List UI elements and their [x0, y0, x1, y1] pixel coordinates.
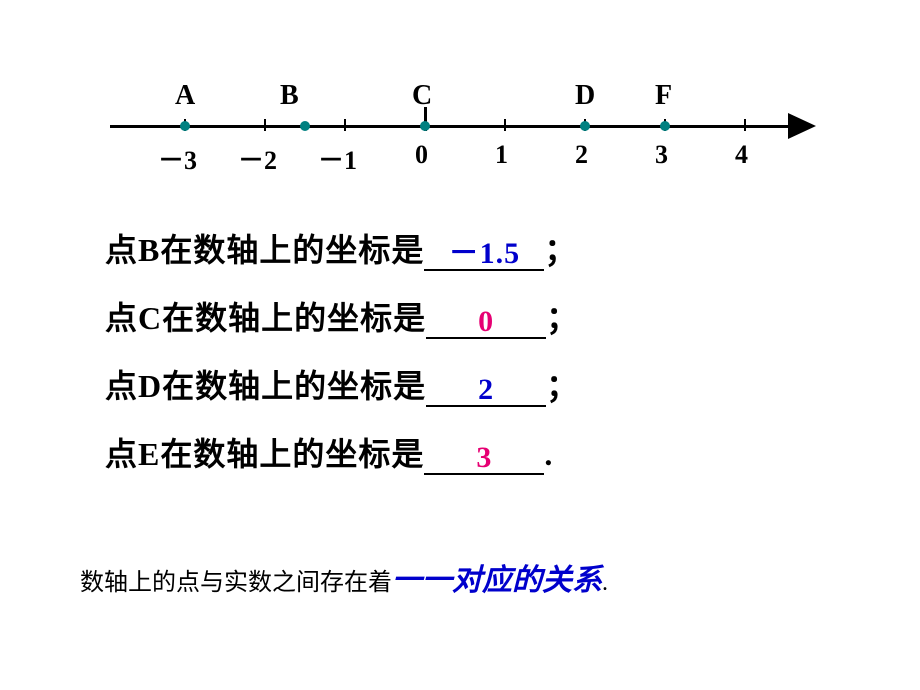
point-dot-d — [580, 121, 590, 131]
answer-value: －1.5 — [449, 237, 521, 270]
question-row: 点C在数轴上的坐标是 0 ； — [105, 293, 579, 339]
conclusion-text: 数轴上的点与实数之间存在着一一对应的关系. — [80, 555, 608, 599]
tick-label: 0 — [415, 140, 428, 170]
point-dot-f — [660, 121, 670, 131]
tick-label: 2 — [575, 140, 588, 170]
question-suffix: ； — [544, 232, 577, 268]
answer-value: 3 — [476, 441, 492, 474]
axis-arrow — [788, 113, 816, 139]
question-prefix: 点D在数轴上的坐标是 — [105, 368, 426, 404]
point-label-f: F — [655, 80, 672, 112]
question-prefix: 点E在数轴上的坐标是 — [105, 436, 424, 472]
tick — [344, 119, 346, 131]
question-suffix: ； — [546, 300, 579, 336]
point-dot-b — [300, 121, 310, 131]
question-prefix: 点B在数轴上的坐标是 — [105, 232, 424, 268]
answer-blank: 3 — [424, 437, 544, 475]
point-dot-c — [420, 121, 430, 131]
point-label-b: B — [280, 80, 299, 112]
tick-label: 1 — [495, 140, 508, 170]
question-prefix: 点C在数轴上的坐标是 — [105, 300, 426, 336]
point-label-c: C — [412, 80, 432, 112]
question-row: 点D在数轴上的坐标是 2 ； — [105, 361, 579, 407]
answer-blank: －1.5 — [424, 233, 544, 271]
tick — [744, 119, 746, 131]
tick-label: 3 — [655, 140, 668, 170]
conclusion-part2: 一一对应的关系 — [392, 564, 602, 597]
tick — [504, 119, 506, 131]
tick — [264, 119, 266, 131]
question-row: 点E在数轴上的坐标是 3. — [105, 429, 553, 475]
conclusion-part3: . — [602, 570, 608, 596]
point-dot-a — [180, 121, 190, 131]
answer-blank: 0 — [426, 301, 546, 339]
answer-value: 2 — [478, 373, 494, 406]
answer-value: 0 — [478, 305, 494, 338]
point-label-d: D — [575, 80, 595, 112]
number-line: －3 －2 －1 0 1 2 3 4 A B C D F — [0, 60, 920, 180]
tick-label: 4 — [735, 140, 748, 170]
axis-line — [110, 125, 790, 128]
question-suffix: . — [544, 436, 553, 472]
tick-label: －3 — [158, 140, 197, 177]
conclusion-part1: 数轴上的点与实数之间存在着 — [80, 570, 392, 596]
answer-blank: 2 — [426, 369, 546, 407]
point-label-a: A — [175, 80, 195, 112]
question-row: 点B在数轴上的坐标是 －1.5 ； — [105, 225, 577, 271]
tick-label: －1 — [318, 140, 357, 177]
tick-label: －2 — [238, 140, 277, 177]
question-suffix: ； — [546, 368, 579, 404]
